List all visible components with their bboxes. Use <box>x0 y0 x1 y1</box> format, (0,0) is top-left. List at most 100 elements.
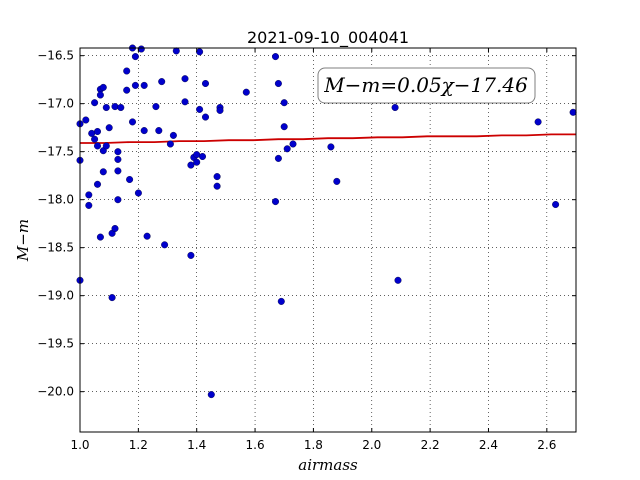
y-tick-label: −16.5 <box>37 49 74 63</box>
data-point <box>93 127 101 135</box>
data-point <box>99 168 107 176</box>
data-point <box>96 233 104 241</box>
grid-lines <box>79 48 576 432</box>
data-point <box>552 200 560 208</box>
y-tick-label: −19.0 <box>37 289 74 303</box>
data-point <box>193 158 201 166</box>
data-point <box>96 91 104 99</box>
data-point <box>123 67 131 75</box>
data-point <box>111 224 119 232</box>
data-point <box>105 124 113 132</box>
data-point <box>88 129 96 137</box>
data-point <box>216 106 224 114</box>
data-point <box>274 154 282 162</box>
annotation-frame <box>317 67 536 104</box>
data-point <box>181 98 189 106</box>
data-point <box>114 196 122 204</box>
y-axis-label: M−m <box>14 219 32 262</box>
data-point <box>108 294 116 302</box>
data-point <box>277 297 285 305</box>
fit-line-group <box>80 133 576 144</box>
data-point <box>272 198 280 206</box>
data-point <box>187 161 195 169</box>
data-point <box>169 131 177 139</box>
annotation-box: M−m=0.05χ−17.46 <box>317 67 536 104</box>
data-point <box>289 140 297 148</box>
data-point <box>99 83 107 91</box>
data-point <box>128 118 136 126</box>
data-point <box>114 167 122 175</box>
data-point <box>333 177 341 185</box>
data-point <box>394 276 402 284</box>
axis-ticks: 1.0 1.2 1.4 1.6 1.8 2.0 2.2 2.4 2.6 −16.5 −17.0 −17… <box>37 48 576 452</box>
data-point <box>158 78 166 86</box>
x-tick-label: 2.6 <box>537 438 556 452</box>
x-tick-label: 1.2 <box>129 438 148 452</box>
data-point <box>134 189 142 197</box>
data-point <box>280 123 288 131</box>
data-point <box>91 99 99 107</box>
y-tick-label: −17.0 <box>37 97 74 111</box>
data-point <box>201 79 209 87</box>
data-point <box>93 180 101 188</box>
y-tick-label: −18.0 <box>37 193 74 207</box>
data-point <box>102 103 110 111</box>
data-point <box>155 127 163 135</box>
data-point <box>280 99 288 107</box>
x-tick-label: 2.2 <box>421 438 440 452</box>
data-point <box>196 48 204 56</box>
data-point <box>102 142 110 150</box>
x-tick-label: 2.4 <box>479 438 498 452</box>
y-tick-label: −18.5 <box>37 241 74 255</box>
data-point <box>91 135 99 143</box>
x-tick-label: 1.4 <box>187 438 206 452</box>
x-tick-label: 1.8 <box>304 438 323 452</box>
data-point <box>391 103 399 111</box>
data-point <box>85 191 93 199</box>
data-point <box>126 175 134 183</box>
y-tick-label: −19.5 <box>37 337 74 351</box>
fit-line <box>80 133 576 144</box>
data-point <box>569 108 577 116</box>
data-point <box>123 86 131 94</box>
data-point <box>166 140 174 148</box>
plot-frame <box>79 47 577 433</box>
data-point <box>187 251 195 259</box>
data-point <box>131 81 139 89</box>
data-point <box>114 155 122 163</box>
data-point <box>114 148 122 156</box>
fit-equation: M−m=0.05χ−17.46 <box>323 73 528 97</box>
data-point <box>140 127 148 135</box>
data-point <box>161 241 169 249</box>
data-point <box>198 152 206 160</box>
data-point <box>82 116 90 124</box>
data-point <box>85 201 93 209</box>
y-tick-label: −17.5 <box>37 145 74 159</box>
data-point <box>140 81 148 89</box>
x-tick-label: 1.6 <box>246 438 265 452</box>
data-points <box>76 44 577 399</box>
x-axis-label: airmass <box>298 456 358 474</box>
data-point <box>534 118 542 126</box>
data-point <box>93 142 101 150</box>
data-point <box>213 182 221 190</box>
data-point <box>152 103 160 111</box>
data-point <box>181 75 189 83</box>
data-point <box>193 151 201 159</box>
data-point <box>274 79 282 87</box>
data-point <box>196 105 204 113</box>
data-point <box>242 88 250 96</box>
x-tick-label: 1.0 <box>70 438 89 452</box>
data-point <box>283 145 291 153</box>
data-point <box>213 173 221 181</box>
data-point <box>327 143 335 151</box>
data-point <box>117 103 125 111</box>
data-point <box>172 47 180 55</box>
data-point <box>272 53 280 61</box>
data-point <box>137 45 145 53</box>
data-point <box>201 113 209 121</box>
y-tick-label: −20.0 <box>37 385 74 399</box>
data-point <box>207 391 215 399</box>
chart-title: 2021-09-10_004041 <box>247 28 409 48</box>
